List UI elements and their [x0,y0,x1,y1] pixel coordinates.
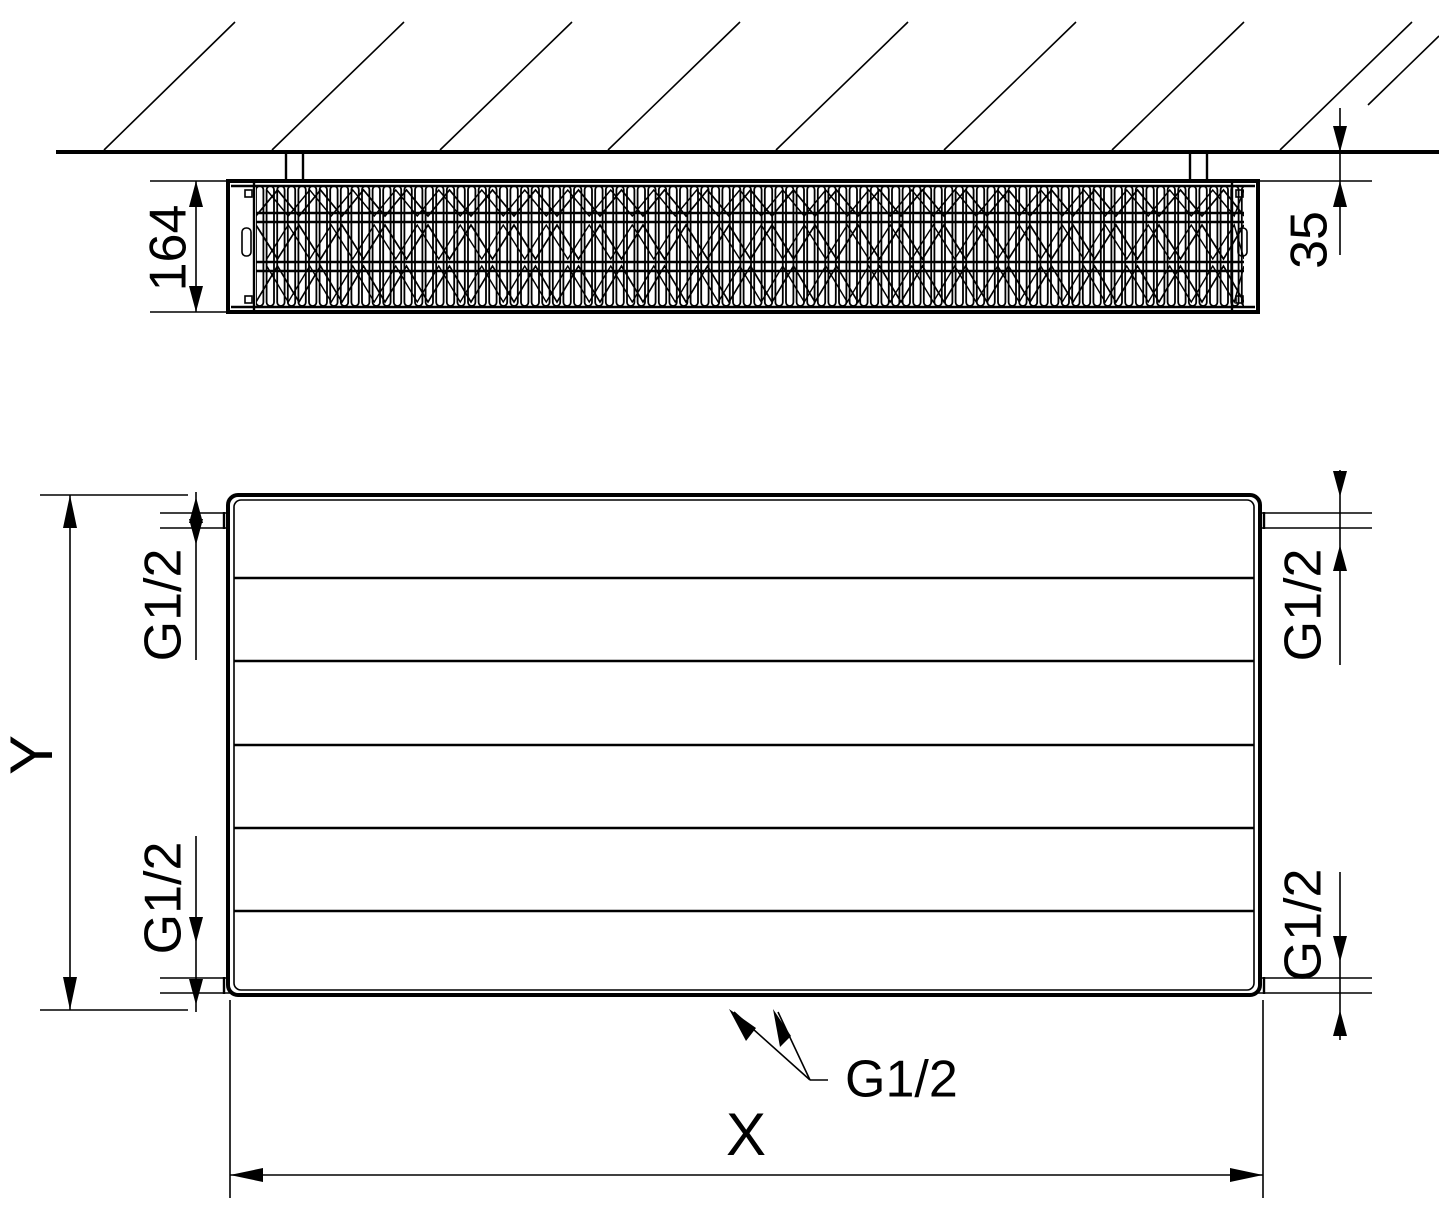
label-g12-bottom-center: G1/2 [729,1009,958,1109]
dimension-y-label: Y [0,735,65,775]
dimension-y: Y [0,494,188,1011]
label-g12-bottom-right: G1/2 [1275,869,1347,1040]
label-g12-bottom-center-text: G1/2 [845,1051,958,1109]
dimension-35: 35 [1258,108,1372,269]
label-g12-top-right: G1/2 [1275,470,1347,665]
wall-hatching [103,21,1439,151]
dimension-35-label: 35 [1281,211,1339,269]
convector-fin-pack [256,185,1244,307]
wall-bracket-left [284,152,305,182]
front-panel-outline [226,493,1262,997]
dimension-x-label: X [726,1101,766,1168]
label-g12-bottom-left-text: G1/2 [135,842,193,955]
dimension-164-label: 164 [140,205,198,292]
label-g12-top-right-text: G1/2 [1275,549,1333,662]
label-g12-top-left-text: G1/2 [135,549,193,662]
label-g12-bottom-right-text: G1/2 [1275,869,1333,982]
port-stub-bottom-right [1258,977,1372,994]
front-view: G1/2 G1/2 G1/2 G1/2 [0,470,1372,1198]
label-g12-top-left: G1/2 [135,492,203,661]
side-section-view: 164 35 [56,21,1439,314]
wall-bracket-right [1188,152,1209,182]
dimension-164: 164 [140,180,232,313]
label-g12-bottom-left: G1/2 [135,836,203,1012]
port-stub-top-right [1258,512,1372,529]
dimension-x: X [229,1000,1264,1198]
front-panel-dividers [234,576,1254,913]
